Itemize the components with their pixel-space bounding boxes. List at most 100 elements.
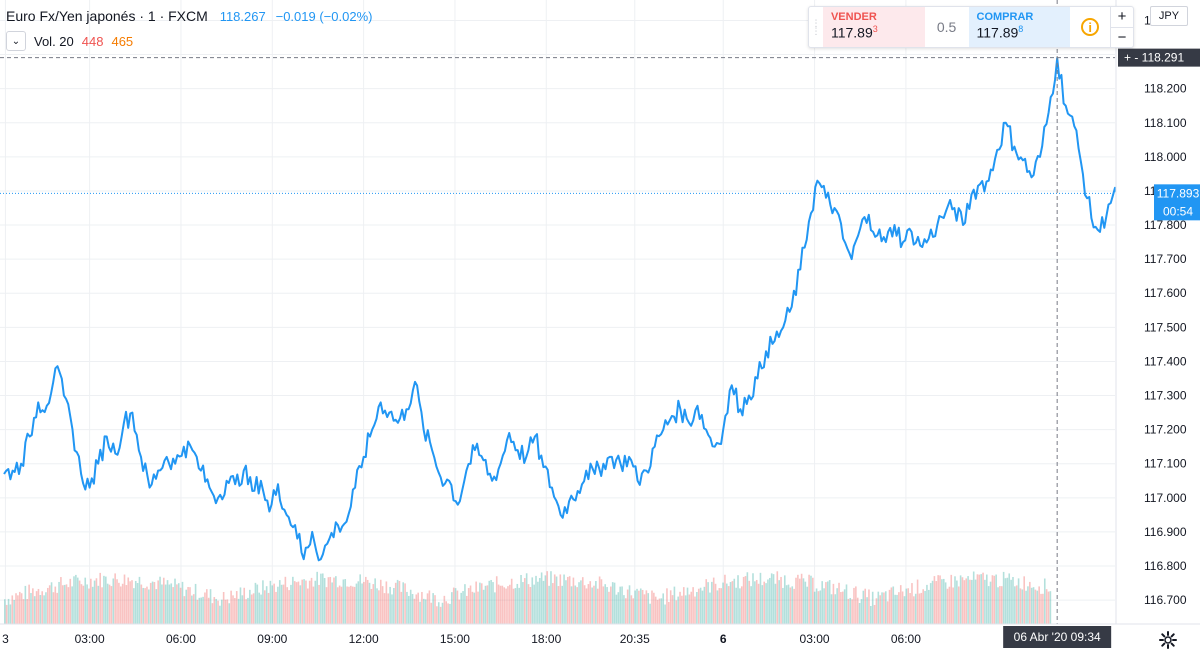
volume-bar <box>812 577 814 624</box>
volume-bar <box>430 602 433 624</box>
volume-bar <box>363 581 365 624</box>
volume-bar <box>873 604 876 624</box>
volume-bar <box>409 589 412 624</box>
volume-bar <box>830 594 833 624</box>
volume-bar <box>275 591 277 624</box>
volume-bar <box>406 591 408 624</box>
volume-bar <box>110 586 113 624</box>
chevron-down-icon: ⌄ <box>11 35 21 47</box>
volume-bar <box>260 594 262 624</box>
volume-bar <box>767 579 769 624</box>
volume-bar <box>11 595 14 624</box>
volume-bar <box>928 589 930 624</box>
volume-bar <box>701 590 704 624</box>
volume-bar <box>396 579 399 624</box>
info-button[interactable]: i <box>1070 7 1110 47</box>
volume-bar <box>636 588 638 624</box>
volume-bar <box>170 583 173 624</box>
crosshair-price-label: + - 118.291 <box>1124 51 1184 65</box>
volume-bar <box>785 585 788 624</box>
volume-bar <box>1030 587 1033 624</box>
volume-bar <box>995 574 997 624</box>
volume-bar <box>855 586 857 624</box>
volume-bar <box>978 574 981 624</box>
volume-bar <box>243 587 246 624</box>
volume-bar <box>97 585 100 624</box>
volume-bar <box>533 584 535 624</box>
volume-bar <box>262 580 264 624</box>
volume-bar <box>314 580 317 624</box>
volume-bar <box>735 587 737 624</box>
volume-bar <box>290 584 292 624</box>
collapse-legend-button[interactable]: ⌄ <box>6 31 26 51</box>
volume-bar <box>568 576 571 624</box>
sell-button[interactable]: VENDER 117.893 <box>822 7 925 47</box>
buy-button[interactable]: COMPRAR 117.898 <box>968 7 1071 47</box>
buy-price-pip: 8 <box>1018 24 1024 34</box>
volume-bar <box>512 588 515 624</box>
volume-bar <box>422 598 425 624</box>
currency-button[interactable]: JPY <box>1150 6 1188 26</box>
gear-icon[interactable] <box>1158 630 1178 650</box>
volume-bar <box>548 585 550 624</box>
volume-bar <box>746 572 749 624</box>
x-tick-label: 6 <box>720 632 727 646</box>
volume-bar <box>522 582 524 624</box>
symbol-title[interactable]: Euro Fx/Yen japonés · 1 · FXCM <box>6 8 208 24</box>
volume-bar <box>123 574 126 624</box>
volume-bar <box>802 578 805 624</box>
volume-bar <box>454 588 457 624</box>
volume-bar <box>634 590 636 624</box>
volume-bar <box>437 602 440 624</box>
volume-bar <box>394 582 397 624</box>
volume-bar <box>729 582 732 624</box>
volume-bar <box>862 590 865 624</box>
volume-bar <box>176 584 178 624</box>
volume-bar <box>269 580 272 624</box>
volume-bar <box>662 593 665 624</box>
volume-bar <box>7 598 10 624</box>
sell-price-pip: 3 <box>872 24 878 34</box>
volume-bar <box>196 599 199 624</box>
volume-bar <box>467 588 470 624</box>
volume-bar <box>1036 590 1039 624</box>
volume-bar <box>598 576 601 624</box>
volume-bar <box>166 580 169 624</box>
volume-bar <box>976 574 979 624</box>
sell-label: VENDER <box>830 11 877 23</box>
volume-bar <box>716 590 719 624</box>
volume-bar <box>1012 577 1014 624</box>
volume-bar <box>821 581 823 624</box>
volume-bar <box>211 603 214 624</box>
volume-bar <box>954 576 956 624</box>
volume-bar <box>258 592 260 624</box>
volume-bar <box>15 593 17 624</box>
volume-bar <box>559 574 562 624</box>
volume-bar <box>896 594 898 624</box>
minus-button[interactable]: − <box>1117 28 1127 46</box>
volume-bar <box>836 588 838 624</box>
volume-bar <box>466 595 468 624</box>
volume-bar <box>537 581 539 624</box>
volume-bar <box>866 597 868 624</box>
volume-bar <box>48 585 51 624</box>
volume-bar <box>452 587 455 624</box>
volume-bar <box>550 571 552 624</box>
volume-bar <box>858 603 861 624</box>
volume-bar <box>518 587 520 624</box>
volume-bar <box>619 586 621 624</box>
volume-bar <box>967 576 969 624</box>
volume-bar <box>417 592 419 624</box>
volume-label[interactable]: Vol. 20 <box>34 33 74 49</box>
volume-bar <box>791 586 794 624</box>
plus-button[interactable]: + <box>1111 7 1133 28</box>
volume-bar <box>509 584 511 624</box>
drag-handle-icon[interactable]: ⋮ ⋮ <box>811 18 821 36</box>
volume-bar <box>250 594 253 624</box>
volume-bar <box>819 590 822 624</box>
volume-bar <box>497 584 500 624</box>
volume-bar <box>514 588 517 624</box>
volume-bar <box>787 584 790 624</box>
volume-bar <box>312 586 315 624</box>
